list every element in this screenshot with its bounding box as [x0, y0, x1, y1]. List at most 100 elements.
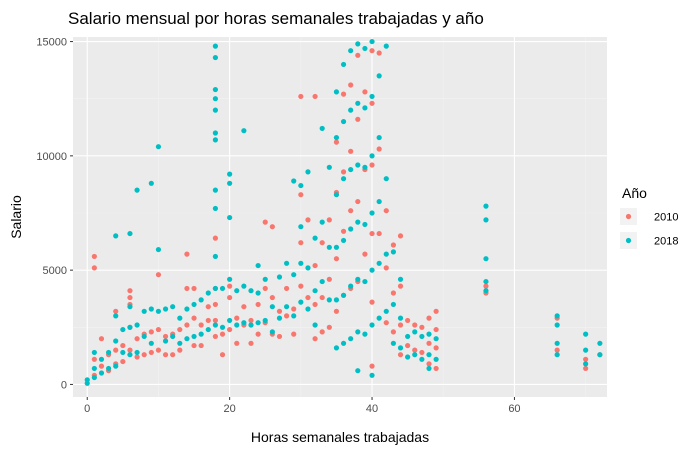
data-point-2010 [376, 50, 382, 56]
data-point-2010 [134, 354, 140, 360]
data-point-2018 [362, 331, 368, 337]
data-point-2018 [262, 276, 268, 282]
data-point-2010 [383, 320, 389, 326]
data-point-2018 [291, 272, 297, 278]
data-point-2018 [426, 352, 432, 358]
data-point-2018 [284, 304, 290, 310]
data-point-2010 [262, 285, 268, 292]
data-point-2018 [148, 340, 154, 346]
data-point-2018 [340, 237, 347, 244]
data-point-2018 [433, 336, 439, 342]
data-point-2010 [276, 308, 283, 314]
data-point-2018 [191, 301, 197, 308]
data-point-2010 [312, 336, 318, 342]
data-point-2010 [319, 240, 325, 246]
legend-label-2010: 2010 [654, 212, 678, 224]
data-point-2010 [191, 315, 197, 321]
data-point-2010 [227, 283, 233, 289]
data-point-2010 [433, 345, 439, 351]
data-point-2010 [312, 262, 318, 269]
data-point-2010 [234, 315, 240, 321]
data-point-2010 [433, 308, 439, 314]
data-point-2010 [362, 251, 368, 257]
data-point-2010 [212, 333, 218, 340]
data-point-2018 [120, 326, 126, 333]
data-point-2018 [348, 226, 354, 232]
data-point-2018 [205, 290, 211, 296]
data-point-2010 [405, 342, 411, 349]
data-point-2018 [127, 352, 133, 358]
data-point-2018 [312, 322, 318, 328]
data-point-2010 [298, 240, 304, 246]
data-point-2018 [298, 299, 304, 305]
data-point-2010 [162, 333, 169, 340]
legend-item-2010: 2010 [620, 208, 678, 225]
data-point-2018 [269, 329, 275, 335]
data-point-2018 [219, 285, 226, 292]
data-point-2010 [162, 352, 169, 358]
data-point-2018 [319, 219, 325, 225]
data-point-2018 [554, 352, 560, 358]
data-point-2010 [269, 294, 275, 301]
data-point-2010 [255, 301, 261, 308]
data-point-2010 [319, 294, 325, 301]
data-point-2018 [333, 345, 340, 351]
data-point-2018 [362, 45, 368, 52]
data-point-2010 [148, 349, 154, 356]
data-point-2018 [248, 322, 254, 328]
data-point-2010 [184, 285, 190, 292]
data-point-2010 [390, 290, 396, 296]
data-point-2018 [554, 340, 560, 346]
data-point-2010 [120, 342, 126, 349]
data-points [84, 38, 603, 386]
y-tick-label: 10000 [36, 151, 67, 163]
data-point-2010 [326, 324, 332, 330]
data-point-2018 [319, 278, 325, 285]
data-point-2018 [355, 100, 361, 106]
data-point-2010 [390, 242, 396, 248]
data-point-2018 [362, 221, 368, 228]
data-point-2010 [127, 347, 133, 353]
data-point-2018 [355, 329, 361, 335]
data-point-2018 [84, 380, 90, 386]
data-point-2018 [241, 128, 247, 134]
data-point-2010 [113, 347, 119, 353]
data-point-2018 [298, 224, 304, 230]
data-point-2018 [369, 267, 375, 273]
data-point-2018 [170, 333, 176, 340]
data-point-2018 [483, 278, 489, 285]
data-point-2018 [227, 276, 233, 282]
data-point-2018 [227, 317, 233, 324]
data-point-2018 [155, 308, 162, 314]
data-point-2018 [355, 219, 361, 225]
data-point-2010 [419, 349, 425, 356]
data-point-2010 [397, 233, 404, 239]
data-point-2018 [597, 352, 603, 358]
data-point-2018 [262, 317, 268, 324]
data-point-2018 [120, 349, 126, 356]
data-point-2010 [326, 217, 332, 223]
data-point-2010 [248, 317, 254, 324]
legend-item-2018: 2018 [620, 232, 678, 249]
data-point-2018 [255, 320, 261, 326]
data-point-2010 [298, 283, 304, 289]
x-tick-label: 60 [508, 403, 520, 415]
data-point-2018 [419, 333, 425, 340]
data-point-2010 [333, 139, 340, 145]
x-axis-ticks: 0 20 40 60 [84, 397, 521, 415]
data-point-2010 [369, 48, 375, 54]
data-point-2010 [298, 93, 304, 100]
data-point-2018 [212, 322, 218, 328]
data-point-2018 [355, 368, 361, 374]
data-point-2010 [291, 306, 297, 312]
data-point-2018 [134, 322, 140, 328]
data-point-2010 [426, 315, 432, 321]
data-point-2018 [397, 315, 404, 321]
series-2018 [84, 38, 603, 386]
data-point-2010 [191, 342, 197, 349]
data-point-2010 [355, 52, 361, 58]
plot-panel [73, 37, 607, 397]
y-axis-title: Salario [8, 195, 24, 239]
data-point-2018 [340, 61, 347, 68]
data-point-2018 [426, 331, 432, 337]
